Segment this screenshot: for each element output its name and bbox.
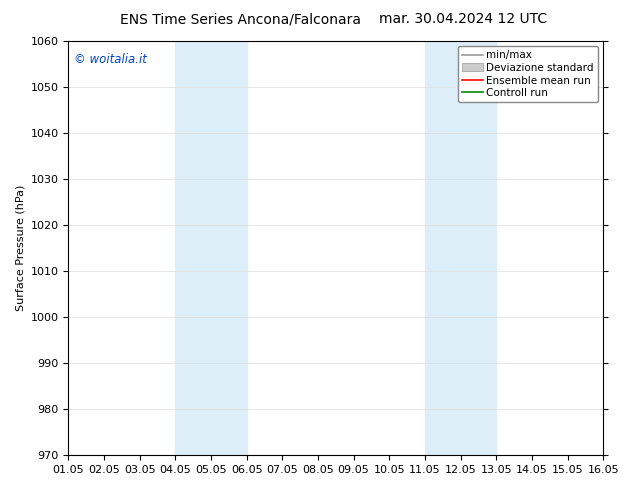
Y-axis label: Surface Pressure (hPa): Surface Pressure (hPa) bbox=[15, 185, 25, 311]
Bar bbox=[176, 41, 247, 455]
Bar bbox=[425, 41, 496, 455]
Text: © woitalia.it: © woitalia.it bbox=[74, 53, 146, 67]
Text: ENS Time Series Ancona/Falconara: ENS Time Series Ancona/Falconara bbox=[120, 12, 361, 26]
Text: mar. 30.04.2024 12 UTC: mar. 30.04.2024 12 UTC bbox=[378, 12, 547, 26]
Legend: min/max, Deviazione standard, Ensemble mean run, Controll run: min/max, Deviazione standard, Ensemble m… bbox=[458, 46, 598, 102]
